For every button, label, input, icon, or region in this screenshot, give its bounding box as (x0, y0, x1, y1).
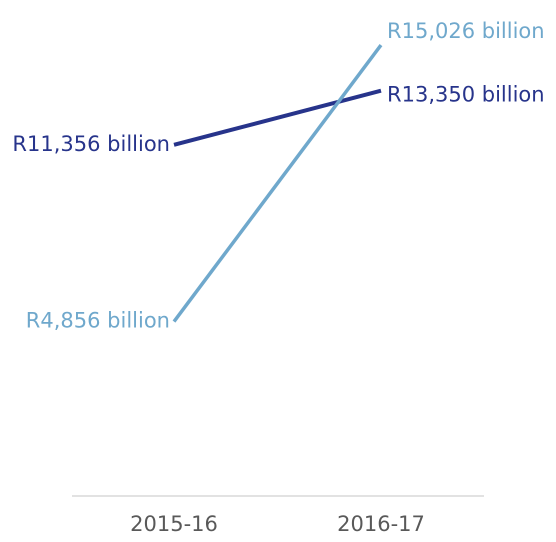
data-label-s2-p2: R15,026 billion (387, 19, 545, 43)
x-tick-label-2: 2016-17 (337, 512, 425, 536)
x-tick-label-1: 2015-16 (130, 512, 218, 536)
data-label-s1-p2: R13,350 billion (387, 83, 545, 107)
x-tick-layer: 2015-16 2016-17 (130, 512, 425, 536)
data-label-s1-p1: R11,356 billion (12, 132, 170, 156)
series-line-2 (172, 44, 383, 323)
data-label-s2-p1: R4,856 billion (26, 309, 170, 333)
series-line-1 (173, 88, 382, 147)
series-layer (172, 44, 383, 323)
data-label-layer: R11,356 billion R13,350 billion R4,856 bil… (12, 19, 544, 332)
